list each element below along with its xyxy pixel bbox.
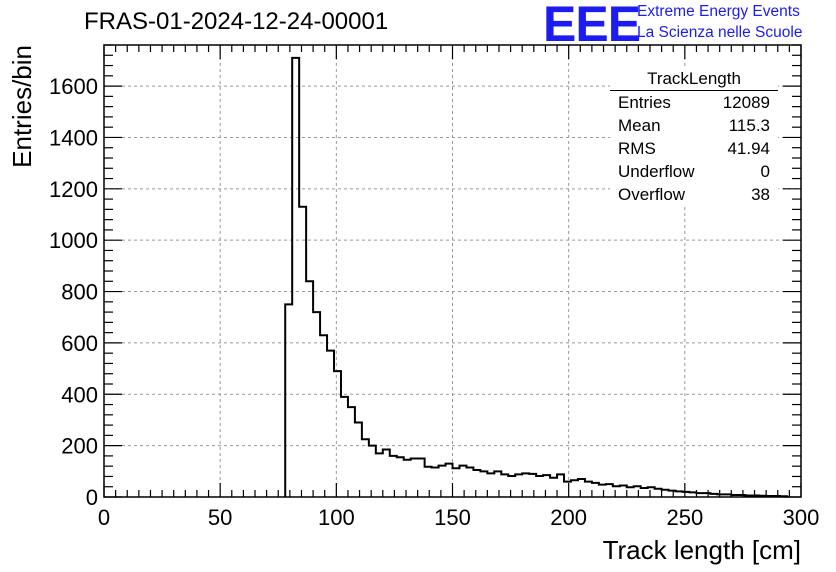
stats-label: Underflow (618, 162, 695, 181)
stats-row-mean: Mean 115.3 (610, 114, 778, 137)
stats-value: 41.94 (727, 139, 770, 158)
stats-value: 0 (760, 162, 770, 181)
stats-row-rms: RMS 41.94 (610, 137, 778, 160)
y-tick-label: 1200 (49, 177, 98, 202)
run-title: FRAS-01-2024-12-24-00001 (84, 8, 389, 35)
stats-title: TrackLength (610, 68, 778, 91)
y-tick-label: 800 (61, 280, 98, 305)
histogram (284, 56, 789, 498)
stats-row-entries: Entries 12089 (610, 91, 778, 114)
histogram-series-line (284, 56, 789, 498)
stats-value: 115.3 (728, 116, 770, 135)
y-tick-label: 200 (61, 434, 98, 459)
stats-value: 12089 (722, 93, 770, 112)
stats-label: Overflow (618, 185, 686, 204)
x-tick-label: 0 (98, 505, 110, 530)
y-tick-label: 0 (86, 485, 98, 510)
x-axis-label: Track length [cm] (603, 535, 801, 565)
tick-labels: 0 50 100 150 200 250 300 0 200 400 600 800 1000 1200 1… (49, 74, 819, 530)
y-tick-label: 1400 (49, 125, 98, 150)
stats-box: TrackLength Entries 12089 Mean 115.3 RMS… (610, 68, 778, 206)
x-tick-label: 250 (666, 505, 703, 530)
x-tick-label: 50 (208, 505, 232, 530)
y-tick-label: 600 (61, 331, 98, 356)
y-tick-label: 1000 (49, 228, 98, 253)
stats-row-overflow: Overflow 38 (610, 183, 778, 206)
stats-row-underflow: Underflow 0 (610, 160, 778, 183)
stats-label: RMS (618, 139, 656, 158)
y-axis-label: Entries/bin (7, 45, 37, 168)
stats-label: Entries (618, 93, 671, 112)
y-tick-label: 400 (61, 382, 98, 407)
x-tick-label: 300 (783, 505, 820, 530)
x-tick-label: 200 (550, 505, 587, 530)
stats-value: 38 (751, 185, 770, 204)
y-tick-label: 1600 (49, 74, 98, 99)
grid-lines (104, 45, 801, 497)
x-tick-label: 100 (318, 505, 355, 530)
eee-logo: EEE (543, 0, 641, 52)
x-tick-label: 150 (434, 505, 471, 530)
logo-line-1: Extreme Energy Events (637, 3, 800, 20)
stats-label: Mean (618, 116, 661, 135)
logo-line-2: La Scienza nelle Scuole (637, 24, 803, 41)
axis-ticks (103, 44, 802, 498)
